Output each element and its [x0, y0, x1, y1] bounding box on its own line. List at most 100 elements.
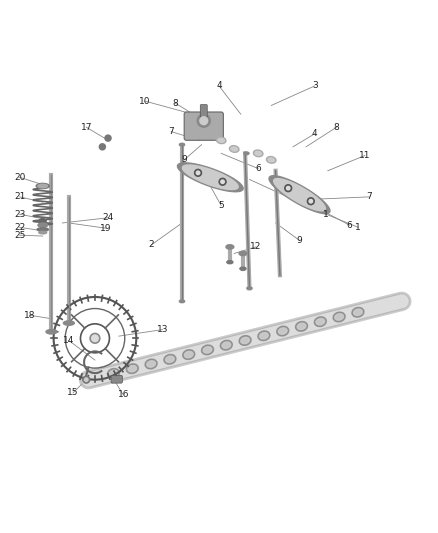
Circle shape: [83, 376, 90, 383]
Text: 18: 18: [24, 311, 35, 320]
Polygon shape: [269, 176, 330, 214]
Ellipse shape: [201, 345, 214, 355]
Circle shape: [286, 187, 290, 190]
Text: 20: 20: [14, 173, 25, 182]
Text: 9: 9: [297, 236, 302, 245]
Ellipse shape: [335, 314, 343, 320]
Polygon shape: [177, 163, 243, 192]
Ellipse shape: [297, 323, 306, 329]
Ellipse shape: [128, 366, 137, 372]
Circle shape: [285, 184, 292, 192]
Ellipse shape: [239, 336, 251, 345]
Text: 7: 7: [168, 127, 174, 136]
Text: 2: 2: [149, 240, 154, 249]
Ellipse shape: [230, 146, 239, 152]
Ellipse shape: [38, 223, 47, 228]
Polygon shape: [274, 179, 325, 211]
Polygon shape: [182, 165, 238, 190]
Text: 8: 8: [334, 123, 339, 132]
Text: 8: 8: [173, 99, 178, 108]
Ellipse shape: [180, 143, 185, 146]
Ellipse shape: [352, 308, 364, 317]
Text: 13: 13: [157, 325, 168, 334]
FancyBboxPatch shape: [184, 112, 223, 140]
Text: 15: 15: [67, 388, 79, 397]
Text: 12: 12: [250, 243, 261, 252]
Text: 9: 9: [181, 156, 187, 164]
Ellipse shape: [126, 364, 138, 374]
Text: 11: 11: [359, 151, 371, 160]
Ellipse shape: [216, 137, 226, 143]
Text: 19: 19: [100, 224, 112, 233]
Ellipse shape: [37, 228, 48, 231]
Text: 4: 4: [216, 82, 222, 91]
Circle shape: [309, 199, 313, 203]
Circle shape: [221, 180, 224, 183]
Ellipse shape: [183, 350, 195, 359]
Ellipse shape: [166, 356, 174, 362]
Text: 5: 5: [218, 201, 224, 210]
Circle shape: [105, 135, 111, 141]
Text: 17: 17: [81, 123, 92, 132]
Text: 1: 1: [355, 223, 361, 232]
Text: 6: 6: [255, 164, 261, 173]
Ellipse shape: [241, 337, 249, 344]
Ellipse shape: [220, 340, 232, 350]
Ellipse shape: [239, 251, 247, 256]
Ellipse shape: [39, 219, 46, 223]
Ellipse shape: [314, 317, 326, 327]
Text: 23: 23: [14, 210, 25, 219]
Ellipse shape: [222, 342, 230, 349]
Ellipse shape: [254, 150, 263, 157]
Ellipse shape: [296, 321, 307, 332]
Circle shape: [200, 117, 208, 125]
Ellipse shape: [36, 183, 49, 189]
Ellipse shape: [260, 333, 268, 339]
Ellipse shape: [218, 138, 224, 142]
Ellipse shape: [227, 261, 233, 264]
Text: 3: 3: [312, 82, 318, 91]
Ellipse shape: [46, 329, 57, 334]
Ellipse shape: [38, 184, 47, 188]
Ellipse shape: [180, 300, 185, 303]
Circle shape: [307, 198, 314, 205]
Ellipse shape: [333, 312, 345, 322]
FancyBboxPatch shape: [200, 104, 207, 117]
Ellipse shape: [277, 326, 289, 336]
Text: 16: 16: [117, 390, 129, 399]
Ellipse shape: [316, 319, 325, 325]
Text: 14: 14: [63, 336, 74, 345]
Ellipse shape: [258, 331, 270, 341]
Ellipse shape: [109, 370, 118, 376]
Ellipse shape: [240, 267, 246, 270]
Ellipse shape: [39, 231, 47, 234]
Text: 7: 7: [366, 192, 372, 201]
Circle shape: [85, 378, 88, 382]
Text: 4: 4: [312, 130, 318, 138]
Ellipse shape: [255, 151, 261, 155]
Circle shape: [197, 114, 210, 127]
Ellipse shape: [145, 359, 157, 369]
Ellipse shape: [107, 368, 120, 378]
Ellipse shape: [147, 361, 155, 367]
Text: 22: 22: [14, 223, 25, 232]
Circle shape: [99, 144, 106, 150]
Ellipse shape: [244, 152, 249, 155]
Ellipse shape: [279, 328, 287, 334]
Ellipse shape: [231, 147, 237, 151]
Ellipse shape: [164, 354, 176, 364]
Circle shape: [194, 169, 201, 176]
Ellipse shape: [203, 347, 212, 353]
Ellipse shape: [353, 309, 362, 316]
Text: 1: 1: [323, 210, 328, 219]
Ellipse shape: [247, 287, 252, 289]
Text: 21: 21: [14, 192, 25, 201]
Ellipse shape: [268, 158, 275, 162]
Circle shape: [219, 178, 226, 185]
Text: 10: 10: [139, 96, 151, 106]
Ellipse shape: [184, 351, 193, 358]
FancyBboxPatch shape: [111, 375, 122, 383]
Circle shape: [196, 171, 200, 174]
Ellipse shape: [226, 245, 234, 249]
Circle shape: [92, 335, 98, 342]
